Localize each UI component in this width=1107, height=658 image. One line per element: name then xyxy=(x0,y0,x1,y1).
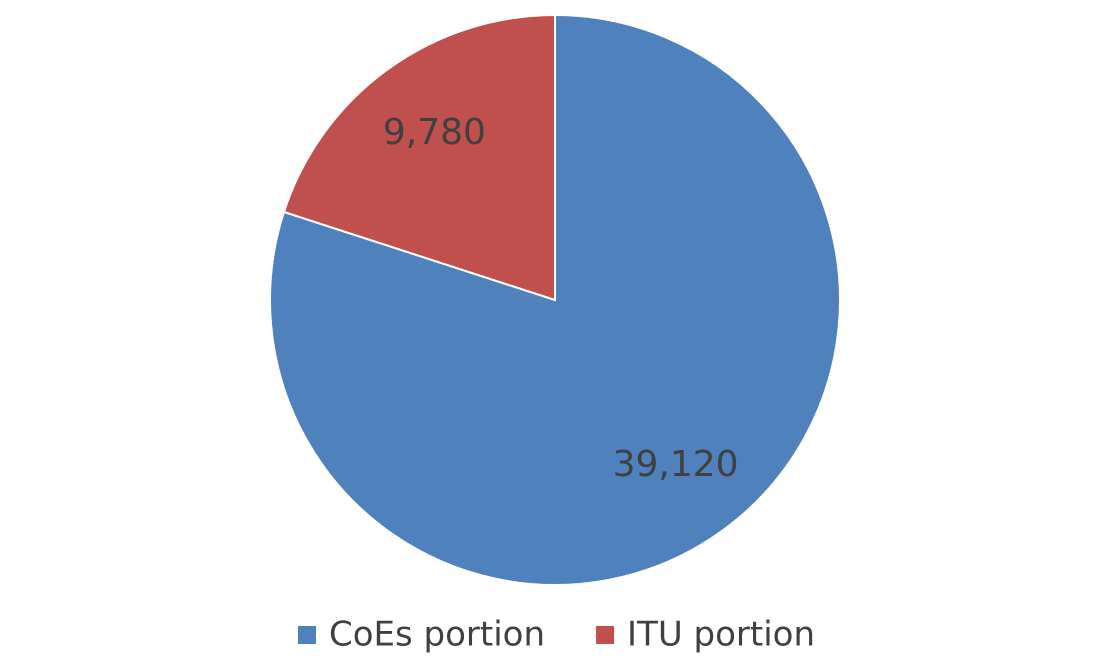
legend-swatch xyxy=(595,625,615,645)
legend-label: ITU portion xyxy=(627,615,815,655)
data-label: 9,780 xyxy=(383,112,486,153)
legend-swatch xyxy=(297,625,317,645)
page: 39,1209,780CoEs portionITU portion (() =… xyxy=(0,0,1107,658)
legend-label: CoEs portion xyxy=(329,615,545,655)
chart: 39,120 9,780 CoEs portion ITU portion xyxy=(0,0,1107,658)
data-label: 39,120 xyxy=(613,444,739,485)
